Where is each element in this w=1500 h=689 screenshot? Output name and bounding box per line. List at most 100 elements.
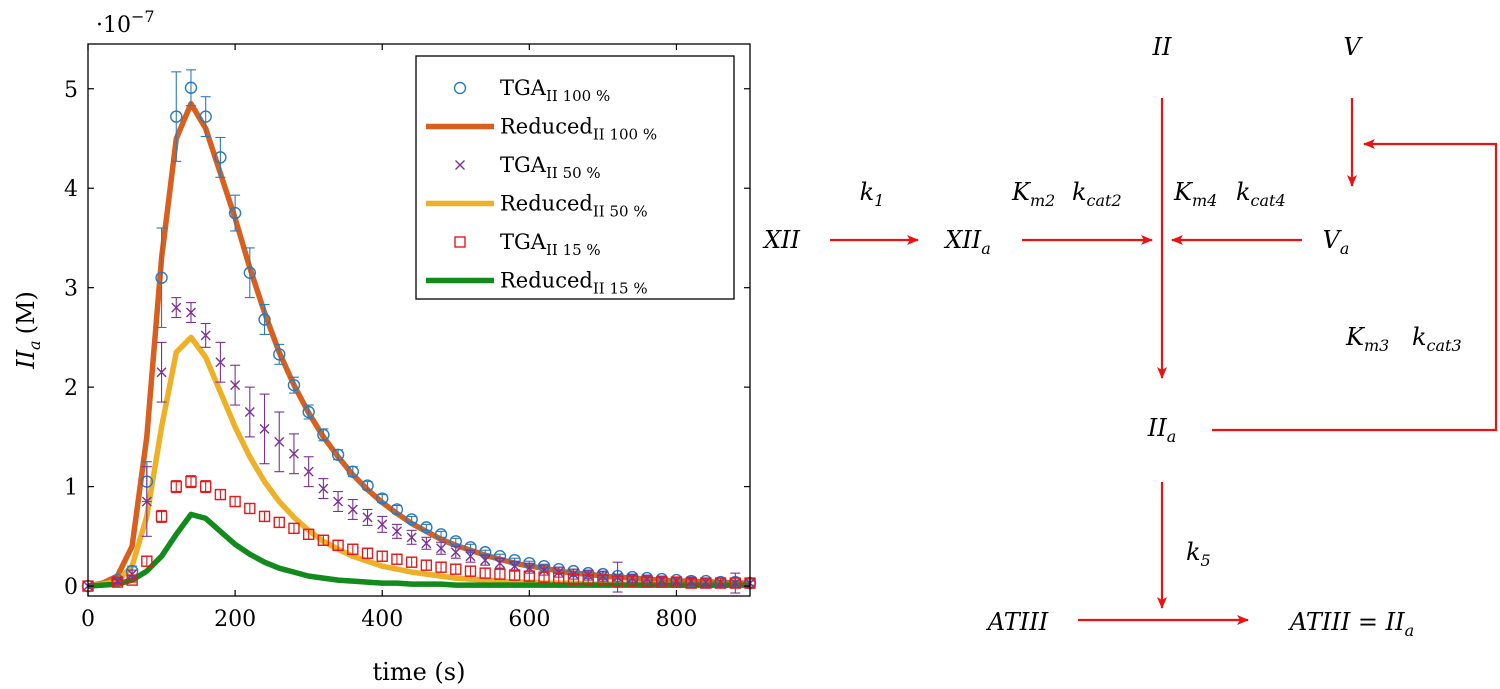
- data-point: [391, 553, 403, 565]
- node-ATIII: ATIII: [986, 608, 1049, 636]
- data-point: [685, 577, 697, 589]
- data-point: [127, 569, 138, 580]
- data-point: [156, 367, 167, 378]
- y-axis-label: IIa(M): [12, 291, 44, 370]
- data-point: [362, 512, 373, 523]
- data-point: [347, 543, 359, 555]
- data-point: [155, 510, 168, 523]
- data-point: [376, 550, 388, 562]
- data-point: [508, 569, 521, 581]
- data-point: [361, 547, 374, 559]
- y-tick-label: 4: [64, 177, 78, 202]
- data-point: [273, 516, 285, 529]
- data-point: [244, 407, 255, 417]
- node-XII: XII: [762, 226, 801, 254]
- data-point: [171, 302, 182, 313]
- data-point: [436, 543, 447, 554]
- x-tick-label: 600: [508, 607, 550, 632]
- data-point: [273, 348, 286, 361]
- data-point: [347, 504, 358, 515]
- label-km3: Km3: [1345, 323, 1389, 355]
- data-point: [170, 110, 183, 123]
- data-point: [567, 573, 580, 585]
- data-point: [714, 577, 727, 589]
- data-point: [302, 405, 315, 419]
- data-point: [405, 513, 418, 526]
- label-km2: Km2: [1011, 178, 1055, 210]
- data-point: [214, 488, 227, 501]
- arrow-iia-feedback-to-v: [1212, 139, 1498, 432]
- data-point: [611, 575, 624, 587]
- data-point: [494, 568, 506, 580]
- series-line: [87, 334, 750, 589]
- data-point: [303, 466, 314, 477]
- data-point: [302, 528, 315, 541]
- legend-label: ReducedII 100 %: [500, 115, 657, 144]
- data-point: [480, 555, 491, 566]
- data-point: [729, 577, 741, 589]
- data-point: [597, 574, 609, 586]
- data-point: [464, 565, 477, 577]
- series-markers: [82, 475, 756, 592]
- legend-label: TGAII 100 %: [500, 76, 610, 105]
- data-point: [405, 556, 418, 568]
- legend-entry: ReducedII 100 %: [426, 115, 657, 144]
- node-II: II: [1152, 33, 1172, 61]
- data-point: [626, 575, 639, 587]
- data-point: [361, 479, 374, 492]
- y-scale-label: ·10−7: [96, 7, 155, 38]
- y-tick-label: 3: [64, 277, 78, 302]
- data-point: [200, 330, 211, 341]
- label-kcat2: kcat2: [1072, 178, 1122, 210]
- data-point: [287, 378, 301, 392]
- data-point: [553, 567, 564, 578]
- data-point: [670, 576, 683, 588]
- data-point: [553, 572, 565, 584]
- data-point: [450, 563, 462, 575]
- data-point: [184, 81, 198, 94]
- series-line: [87, 511, 750, 589]
- node-Va: Va: [1323, 226, 1350, 258]
- node-V: V: [1343, 33, 1363, 61]
- legend-entry: TGAII 100 %: [453, 76, 610, 105]
- x-axis-label: time (s): [373, 658, 466, 686]
- x-tick-label: 0: [81, 607, 95, 632]
- data-point: [185, 307, 196, 318]
- data-point: [450, 547, 461, 558]
- data-point: [228, 206, 242, 220]
- y-tick-label: 0: [64, 575, 78, 600]
- data-point: [435, 561, 447, 573]
- legend-entry: TGAII 15 %: [454, 230, 601, 259]
- data-point: [215, 357, 226, 368]
- reaction-diagram: II V XII XIIa Va IIa ATIII ATIII = IIa k…: [762, 33, 1498, 640]
- legend-marker-swatch: [454, 236, 466, 248]
- plot-marks: [81, 69, 757, 594]
- plot-frame: [87, 43, 751, 597]
- data-point: [258, 510, 271, 523]
- legend-entry: TGAII 50 %: [455, 153, 601, 182]
- node-IIa: IIa: [1147, 414, 1177, 446]
- data-point: [288, 522, 300, 535]
- y-tick-label: 5: [64, 78, 78, 103]
- y-tick-label: 1: [64, 476, 78, 501]
- data-point: [582, 574, 594, 586]
- data-point: [494, 558, 505, 569]
- legend: TGAII 100 % ReducedII 100 % TGAII 50 % Redu…: [415, 55, 735, 300]
- data-point: [420, 521, 433, 534]
- node-XIIa: XIIa: [943, 226, 991, 258]
- data-point: [199, 110, 212, 123]
- data-point: [126, 574, 138, 586]
- data-point: [317, 428, 330, 442]
- label-k5: k5: [1186, 538, 1211, 570]
- axis-ticks: 0 200 400 600 800 0 1 2 3 4 5: [64, 44, 750, 632]
- data-point: [479, 567, 491, 579]
- data-point: [258, 313, 271, 326]
- data-point: [390, 503, 404, 516]
- label-k1: k1: [860, 178, 885, 210]
- data-point: [259, 423, 270, 434]
- label-kcat4: kcat4: [1236, 178, 1286, 210]
- data-point: [509, 561, 520, 572]
- data-point: [376, 492, 389, 505]
- data-point: [229, 495, 241, 508]
- data-point: [641, 576, 653, 588]
